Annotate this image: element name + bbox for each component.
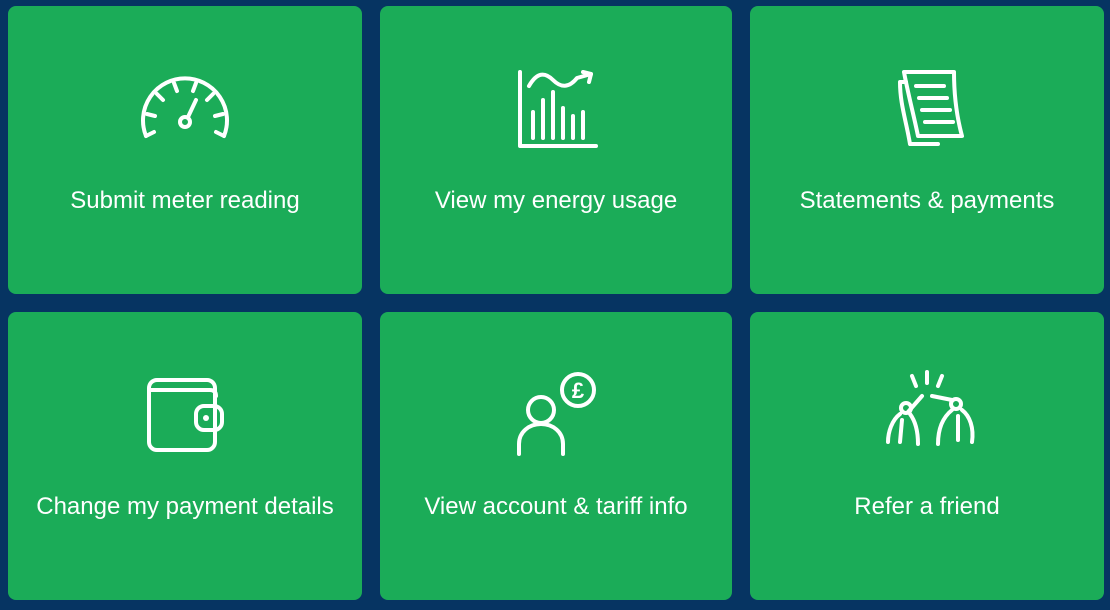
tile-label: Refer a friend bbox=[854, 493, 1000, 520]
submit-meter-reading-tile[interactable]: Submit meter reading bbox=[8, 6, 362, 294]
speedometer-icon bbox=[130, 64, 240, 154]
high-five-icon bbox=[872, 370, 982, 460]
tile-label: View account & tariff info bbox=[424, 493, 688, 520]
account-pound-icon: £ bbox=[501, 370, 611, 460]
view-energy-usage-tile[interactable]: View my energy usage bbox=[380, 6, 732, 294]
view-account-tariff-tile[interactable]: £ View account & tariff info bbox=[380, 312, 732, 600]
wallet-icon bbox=[130, 370, 240, 460]
documents-icon bbox=[872, 64, 982, 154]
tile-label: Submit meter reading bbox=[70, 187, 300, 214]
statements-payments-tile[interactable]: Statements & payments bbox=[750, 6, 1104, 294]
tile-label: Statements & payments bbox=[799, 187, 1055, 214]
pound-glyph: £ bbox=[572, 378, 585, 403]
change-payment-details-tile[interactable]: Change my payment details bbox=[8, 312, 362, 600]
tile-label: View my energy usage bbox=[434, 187, 678, 214]
refer-friend-tile[interactable]: Refer a friend bbox=[750, 312, 1104, 600]
tile-label: Change my payment details bbox=[36, 493, 334, 520]
energy-chart-icon bbox=[501, 64, 611, 154]
